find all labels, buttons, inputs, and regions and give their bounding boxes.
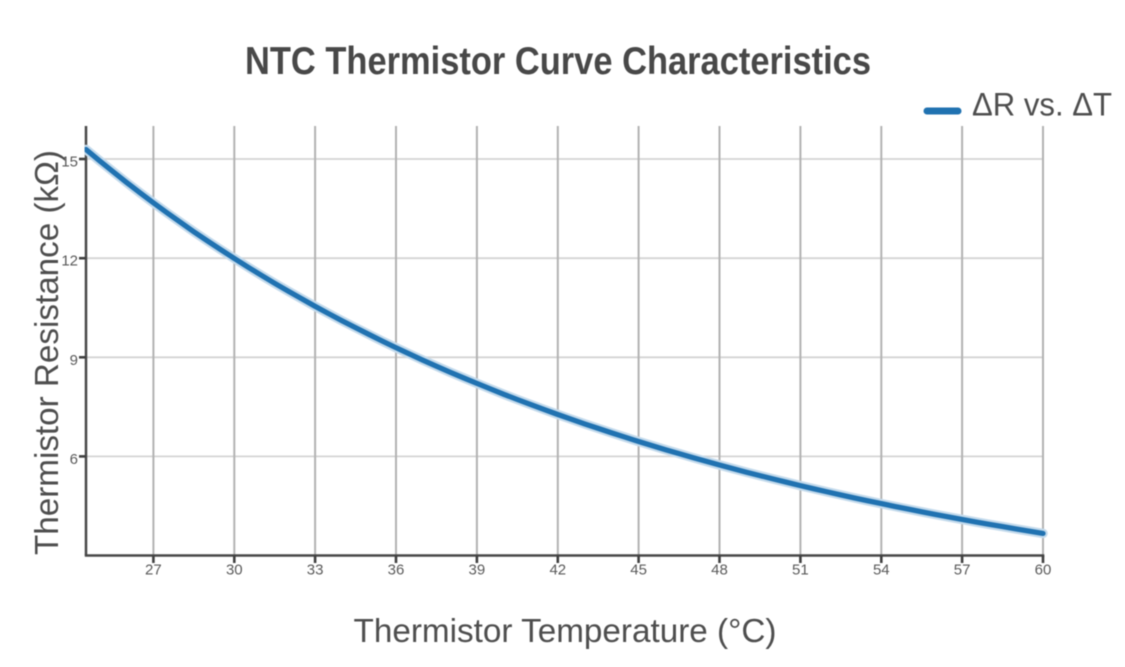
svg-text:15: 15 [61,154,78,171]
svg-text:6: 6 [70,451,78,468]
svg-text:48: 48 [711,562,728,579]
svg-text:9: 9 [70,352,78,369]
svg-text:57: 57 [954,562,971,579]
svg-text:51: 51 [792,562,809,579]
svg-text:33: 33 [307,562,324,579]
svg-text:30: 30 [226,562,243,579]
svg-text:Thermistor Temperature (°C): Thermistor Temperature (°C) [354,613,777,650]
svg-text:36: 36 [388,562,405,579]
svg-text:27: 27 [145,562,162,579]
svg-text:60: 60 [1035,562,1052,579]
svg-text:ΔR vs. ΔT: ΔR vs. ΔT [972,87,1112,123]
svg-text:Thermistor Resistance (kΩ): Thermistor Resistance (kΩ) [28,150,65,555]
svg-text:42: 42 [549,562,566,579]
svg-text:45: 45 [630,562,647,579]
svg-text:12: 12 [61,253,78,270]
svg-text:39: 39 [469,562,486,579]
svg-text:NTC Thermistor Curve Character: NTC Thermistor Curve Characteristics [245,40,871,83]
svg-text:54: 54 [873,562,890,579]
